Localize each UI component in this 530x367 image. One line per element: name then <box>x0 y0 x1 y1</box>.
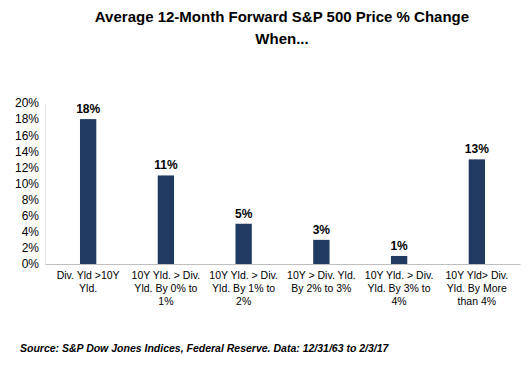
bar <box>313 240 329 264</box>
text-line: 10Y Yld. > Div. <box>209 269 278 281</box>
bar <box>235 224 251 264</box>
chart-svg: Average 12-Month Forward S&P 500 Price %… <box>0 0 530 367</box>
bar <box>80 119 96 264</box>
x-axis: Div. Yld >10YYld.10Y Yld. > Div.Yld. By … <box>46 265 521 307</box>
data-label: 1% <box>390 239 408 253</box>
y-tick: 16% <box>15 129 45 143</box>
y-axis-line <box>45 104 46 265</box>
x-tick-label: 10Y Yld. > Div.Yld. By 3% to4% <box>365 269 434 306</box>
text-line: 2% <box>236 295 251 307</box>
y-tick: 10% <box>15 177 45 191</box>
text-line: By 2% to 3% <box>291 282 351 294</box>
text-line: 10Y Yld. > Div. <box>132 269 201 281</box>
chart-container: Average 12-Month Forward S&P 500 Price %… <box>0 0 530 367</box>
text-line: Average 12-Month Forward S&P 500 Price %… <box>95 8 469 25</box>
y-tick-label: 10% <box>15 177 39 191</box>
y-tick-label: 16% <box>15 129 39 143</box>
y-tick-label: 18% <box>15 112 39 126</box>
x-tick: 10Y > Div. Yld.By 2% to 3% <box>287 269 356 294</box>
bars <box>80 119 485 264</box>
y-axis: 0% 2% 4% 6% 8% 10% 12% 14% 16% 18% 20% <box>15 96 46 271</box>
y-tick: 18% <box>15 112 45 126</box>
text-line: When... <box>255 30 308 47</box>
x-tick: Div. Yld >10YYld. <box>57 269 120 294</box>
text-line: 4% <box>392 295 407 307</box>
text-line: Yld. By 1% to <box>212 282 275 294</box>
y-tick-label: 2% <box>22 241 40 255</box>
y-tick: 8% <box>22 193 45 207</box>
source-note: Source: S&P Dow Jones Indices, Federal R… <box>20 342 390 354</box>
text-line: Yld. By 3% to <box>368 282 431 294</box>
x-tick: 10Y Yld. > Div.Yld. By 0% to1% <box>132 269 201 306</box>
x-axis-line <box>46 264 521 265</box>
bar <box>391 256 407 264</box>
x-tick-label: 10Y Yld> Div.Yld. By Morethan 4% <box>445 269 508 306</box>
data-label: 13% <box>465 142 489 156</box>
y-tick: 0% <box>22 257 45 271</box>
y-tick-label: 8% <box>22 193 40 207</box>
y-tick: 12% <box>15 161 45 175</box>
data-labels: 18% 11% 5% 3% 1% 13% <box>76 102 489 253</box>
y-tick-label: 6% <box>22 209 40 223</box>
y-tick: 6% <box>22 209 45 223</box>
text-line: Yld. <box>79 282 97 294</box>
text-line: 10Y > Div. Yld. <box>287 269 356 281</box>
data-label: 18% <box>76 102 100 116</box>
y-tick: 14% <box>15 145 45 159</box>
text-line: Yld. By More <box>447 282 507 294</box>
x-tick: 10Y Yld> Div.Yld. By Morethan 4% <box>445 269 508 306</box>
text-line: 10Y Yld. > Div. <box>365 269 434 281</box>
y-tick-label: 14% <box>15 145 39 159</box>
data-label: 3% <box>313 223 331 237</box>
x-tick-label: 10Y Yld. > Div.Yld. By 0% to1% <box>132 269 201 306</box>
y-tick: 20% <box>15 96 45 110</box>
y-tick-label: 12% <box>15 161 39 175</box>
x-tick-label: 10Y Yld. > Div.Yld. By 1% to2% <box>209 269 278 306</box>
bar <box>158 175 174 264</box>
y-tick-label: 20% <box>15 96 39 110</box>
data-label: 11% <box>154 158 178 172</box>
y-tick-label: 0% <box>22 257 40 271</box>
x-tick-label: Div. Yld >10YYld. <box>57 269 120 294</box>
bar <box>469 159 485 264</box>
y-tick: 2% <box>22 241 45 255</box>
text-line: Div. Yld >10Y <box>57 269 120 281</box>
x-tick: 10Y Yld. > Div.Yld. By 1% to2% <box>209 269 278 306</box>
data-label: 5% <box>235 207 253 221</box>
x-tick-label: 10Y > Div. Yld.By 2% to 3% <box>287 269 356 294</box>
text-line: Yld. By 0% to <box>134 282 197 294</box>
x-tick: 10Y Yld. > Div.Yld. By 3% to4% <box>365 269 434 306</box>
y-tick-label: 4% <box>22 225 40 239</box>
text-line: 10Y Yld> Div. <box>445 269 508 281</box>
text-line: than 4% <box>458 295 497 307</box>
y-tick: 4% <box>22 225 45 239</box>
chart-title: Average 12-Month Forward S&P 500 Price %… <box>95 8 469 47</box>
text-line: 1% <box>158 295 173 307</box>
